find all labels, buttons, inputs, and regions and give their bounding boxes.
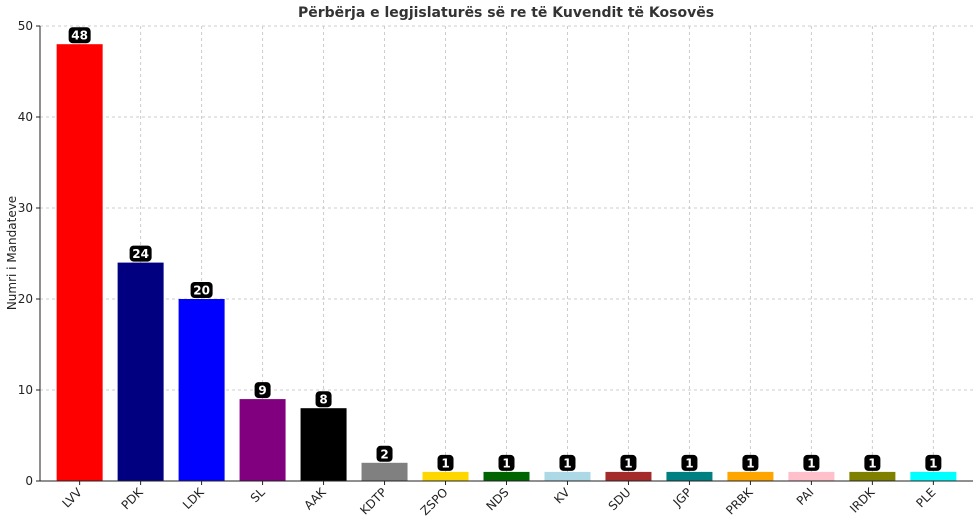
data-label-box (925, 454, 942, 471)
y-tick-label: 40 (18, 110, 33, 124)
data-label-kv: 1 (559, 454, 576, 471)
data-label-box (190, 282, 213, 298)
bar-sdu (605, 471, 652, 481)
data-label-box (315, 391, 332, 408)
data-label-ple: 1 (925, 454, 942, 471)
data-label-prbk: 1 (742, 454, 759, 471)
x-tick-label: IRDK (847, 484, 878, 515)
bar-pdk (117, 262, 164, 481)
bar-pai (788, 471, 835, 481)
data-label-box (620, 454, 637, 471)
data-label-pdk: 24 (129, 245, 152, 262)
data-label-box (559, 454, 576, 471)
y-tick-label: 50 (18, 19, 33, 33)
x-tick-label: LVV (59, 485, 85, 511)
data-label-value: 20 (193, 284, 210, 298)
data-label-value: 9 (258, 384, 266, 398)
x-tick-labels: LVV PDK LDK SL AAK KDTP ZSPO NDS KV SDU JGP PRBK PAI… (59, 484, 938, 518)
bar-ldk (178, 299, 225, 481)
x-tick-label: SDU (606, 485, 634, 513)
data-label-ldk: 20 (190, 282, 213, 298)
x-tick-label: KDTP (357, 485, 389, 517)
data-label-box (864, 454, 881, 471)
x-tick-label: NDS (483, 485, 511, 513)
y-tick-labels: 0 10 20 30 40 50 (18, 19, 33, 488)
data-label-value: 1 (563, 456, 571, 470)
axes (36, 25, 973, 485)
x-tick-label: PDK (119, 484, 147, 512)
data-label-value: 1 (746, 456, 754, 470)
data-label-value: 1 (624, 456, 632, 470)
data-label-value: 8 (319, 393, 327, 407)
x-tick-label: LDK (180, 484, 208, 512)
data-label-box (498, 454, 515, 471)
data-label-pai: 1 (803, 454, 820, 471)
data-label-zspo: 1 (437, 454, 454, 471)
data-label-value: 1 (502, 456, 510, 470)
data-label-irdk: 1 (864, 454, 881, 471)
bars (56, 44, 957, 481)
x-tick-label: PLE (913, 485, 938, 510)
y-tick-label: 30 (18, 201, 33, 215)
data-label-value: 1 (441, 456, 449, 470)
data-label-value: 1 (929, 456, 937, 470)
data-label-box (681, 454, 698, 471)
bar-aak (300, 408, 347, 481)
data-label-box (254, 382, 271, 399)
data-label-value: 24 (132, 247, 149, 261)
bar-prbk (727, 471, 774, 481)
data-label-aak: 8 (315, 391, 332, 408)
y-tick-label: 10 (18, 383, 33, 397)
bar-ple (910, 471, 957, 481)
x-tick-label: PAI (794, 485, 817, 508)
data-label-value: 1 (868, 456, 876, 470)
bar-jgp (666, 471, 713, 481)
bar-nds (483, 471, 530, 481)
bar-zspo (422, 471, 469, 481)
data-label-kdtp: 2 (376, 445, 393, 462)
data-label-value: 2 (380, 447, 388, 461)
bar-kdtp (361, 462, 408, 481)
y-tick-label: 20 (18, 292, 33, 306)
x-tick-label: SL (248, 485, 268, 505)
x-tick-label: KV (551, 485, 573, 507)
x-tick-label: PRBK (723, 484, 756, 517)
data-label-value: 1 (685, 456, 693, 470)
data-label-lvv: 48 (68, 27, 91, 44)
data-label-box (803, 454, 820, 471)
bar-sl (239, 399, 286, 481)
data-label-sl: 9 (254, 382, 271, 399)
data-label-box (68, 27, 91, 44)
y-tick-label: 0 (25, 474, 33, 488)
x-tick-label: AAK (301, 484, 329, 512)
data-labels: 48 24 20 9 8 2 1 1 1 1 1 1 1 1 1 (68, 27, 942, 471)
bar-lvv (56, 44, 103, 481)
data-label-box (437, 454, 454, 471)
data-label-value: 1 (807, 456, 815, 470)
data-label-box (742, 454, 759, 471)
data-label-box (376, 445, 393, 462)
x-tick-label: JGP (670, 485, 695, 510)
bar-irdk (849, 471, 896, 481)
data-label-jgp: 1 (681, 454, 698, 471)
data-label-box (129, 245, 152, 262)
data-label-value: 48 (71, 29, 88, 43)
data-label-sdu: 1 (620, 454, 637, 471)
y-axis-label: Numri i Mandateve (5, 196, 19, 310)
data-label-nds: 1 (498, 454, 515, 471)
x-tick-label: ZSPO (418, 485, 451, 518)
chart-title: Përbërja e legjislaturës së re të Kuvend… (298, 5, 714, 21)
bar-kv (544, 471, 591, 481)
